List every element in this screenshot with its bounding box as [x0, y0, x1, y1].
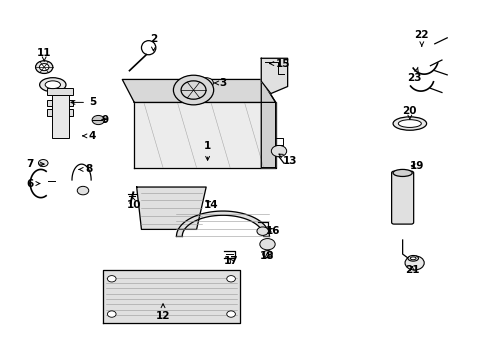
- Text: 16: 16: [265, 226, 280, 236]
- Text: 8: 8: [79, 165, 92, 174]
- Polygon shape: [122, 80, 275, 102]
- Polygon shape: [137, 187, 206, 229]
- Text: 1: 1: [203, 141, 211, 160]
- FancyBboxPatch shape: [47, 109, 73, 117]
- Ellipse shape: [407, 256, 418, 261]
- Text: 20: 20: [402, 106, 416, 119]
- Text: 11: 11: [37, 48, 51, 61]
- Ellipse shape: [45, 81, 61, 89]
- Circle shape: [107, 311, 116, 317]
- FancyBboxPatch shape: [391, 171, 413, 224]
- Text: 4: 4: [83, 131, 96, 141]
- Circle shape: [40, 64, 49, 71]
- Circle shape: [404, 256, 424, 270]
- FancyBboxPatch shape: [52, 95, 68, 138]
- Text: 17: 17: [224, 256, 238, 266]
- Text: 10: 10: [127, 197, 141, 210]
- Text: 23: 23: [407, 67, 421, 83]
- Circle shape: [256, 227, 268, 235]
- Circle shape: [226, 311, 235, 317]
- Circle shape: [259, 239, 275, 250]
- FancyBboxPatch shape: [47, 87, 73, 95]
- Ellipse shape: [398, 120, 421, 127]
- Polygon shape: [261, 58, 287, 94]
- Ellipse shape: [409, 257, 415, 260]
- Text: 21: 21: [404, 265, 419, 275]
- Circle shape: [173, 75, 213, 105]
- Text: 7: 7: [26, 159, 44, 169]
- Circle shape: [199, 78, 213, 88]
- Circle shape: [262, 251, 272, 258]
- Text: 18: 18: [260, 251, 274, 261]
- Text: 15: 15: [269, 59, 289, 68]
- Circle shape: [271, 145, 286, 157]
- Ellipse shape: [392, 117, 426, 130]
- Text: 14: 14: [203, 200, 218, 210]
- Circle shape: [226, 276, 235, 282]
- Circle shape: [39, 159, 48, 167]
- Circle shape: [77, 186, 89, 195]
- Polygon shape: [134, 102, 275, 168]
- Polygon shape: [103, 270, 239, 323]
- Polygon shape: [176, 211, 269, 237]
- Text: 3: 3: [213, 78, 226, 88]
- Text: 6: 6: [26, 179, 40, 189]
- Text: 13: 13: [279, 154, 297, 166]
- Polygon shape: [261, 80, 275, 168]
- Circle shape: [36, 61, 53, 73]
- Text: 5: 5: [71, 98, 96, 107]
- Ellipse shape: [40, 78, 66, 92]
- Text: 12: 12: [156, 304, 170, 321]
- Ellipse shape: [392, 170, 411, 176]
- FancyBboxPatch shape: [47, 100, 73, 106]
- Text: 2: 2: [149, 34, 157, 51]
- Circle shape: [92, 116, 104, 125]
- Text: 9: 9: [102, 115, 109, 125]
- Text: 19: 19: [409, 161, 423, 171]
- Text: 22: 22: [414, 30, 428, 46]
- Circle shape: [107, 276, 116, 282]
